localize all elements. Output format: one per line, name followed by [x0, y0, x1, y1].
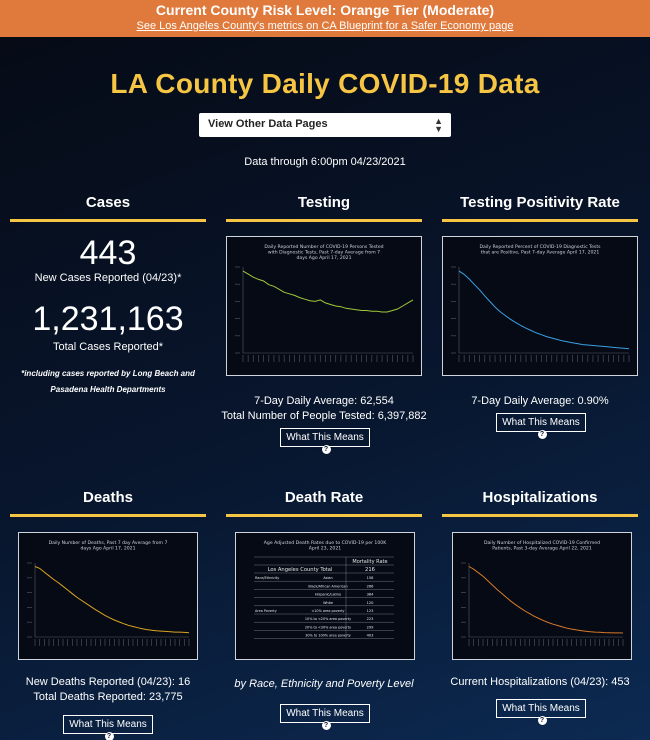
death-rate-title: Death Rate	[284, 489, 364, 506]
hospitalizations-title: Hospitalizations	[482, 489, 598, 506]
testing-chart: Daily Reported Number of COVID-19 Person…	[226, 236, 422, 376]
table-row-group: Race/Ethnicity	[255, 576, 279, 580]
total-deaths-reported: Total Deaths Reported: 23,775	[33, 691, 183, 703]
what-this-means-label: What This Means	[502, 703, 580, 714]
data-pages-select[interactable]: View Other Data Pages ▲ ▼	[199, 113, 451, 137]
death-rate-table-svg: Age Adjusted Death Rates due to COVID-19…	[254, 540, 394, 639]
table-row-label: 20% to <30% area poverty	[305, 625, 351, 629]
series-line	[242, 270, 414, 313]
positivity-divider	[442, 219, 638, 222]
what-this-means-label: What This Means	[286, 432, 364, 443]
death-rate-table-image: Age Adjusted Death Rates due to COVID-19…	[235, 532, 415, 660]
cases-footnote: *including cases reported by Long Beach …	[21, 369, 195, 394]
testing-chart-svg: Daily Reported Number of COVID-19 Person…	[235, 244, 414, 362]
positivity-chart: Daily Reported Percent of COVID-19 Diagn…	[442, 236, 638, 376]
testing-total-tested: Total Number of People Tested: 6,397,882	[221, 410, 427, 422]
death-rate-chart-title: Age Adjusted Death Rates due to COVID-19…	[264, 540, 387, 552]
cases-divider	[10, 219, 206, 222]
cases-title: Cases	[85, 194, 131, 211]
hospitalizations-what-this-means-button[interactable]: What This Means?	[496, 699, 586, 725]
table-row-value: 299	[367, 625, 375, 629]
data-through-date: Data through 6:00pm 04/23/2021	[244, 156, 406, 168]
county-total-value: 216	[365, 567, 375, 573]
table-row-value: 223	[367, 617, 374, 621]
mortality-rate-header: Mortality Rate	[352, 559, 387, 565]
table-row-label: <10% area poverty	[311, 609, 344, 613]
table-row-label: White	[323, 601, 333, 605]
deaths-chart-title: Daily Number of Deaths, Past 7 day Avera…	[49, 540, 168, 552]
table-row-group: Area Poverty	[255, 609, 277, 613]
table-row-value: 123	[367, 609, 374, 613]
hospitalizations-chart-title: Daily Number of Hospitalized COVID-19 Co…	[484, 540, 600, 552]
testing-title: Testing	[297, 194, 351, 211]
new-cases-label: New Cases Reported (04/23)*	[34, 272, 182, 284]
death-rate-what-this-means-button[interactable]: What This Means?	[280, 704, 370, 730]
death-rate-divider	[226, 514, 422, 517]
chart-axis	[458, 267, 629, 354]
positivity-title: Testing Positivity Rate	[460, 194, 620, 211]
testing-chart-title: Daily Reported Number of COVID-19 Person…	[264, 244, 383, 261]
hospitalizations-divider	[442, 514, 638, 517]
data-pages-select-value: View Other Data Pages	[208, 118, 328, 130]
table-row-value: 158	[367, 576, 375, 580]
current-hospitalizations: Current Hospitalizations (04/23): 453	[450, 676, 630, 688]
series-line	[34, 566, 190, 634]
table-row-value: 384	[367, 593, 375, 597]
deaths-title: Deaths	[82, 489, 134, 506]
table-row-label: Asian	[323, 576, 332, 580]
chart-axis	[468, 563, 623, 638]
table-row-label: 30% to 100% area poverty	[305, 634, 351, 638]
positivity-chart-title: Daily Reported Percent of COVID-19 Diagn…	[479, 244, 601, 256]
new-deaths-reported: New Deaths Reported (04/23): 16	[25, 676, 191, 688]
deaths-divider	[10, 514, 206, 517]
question-circle-icon: ?	[104, 732, 114, 740]
what-this-means-label: What This Means	[286, 708, 364, 719]
testing-divider	[226, 219, 422, 222]
deaths-chart: Daily Number of Deaths, Past 7 day Avera…	[18, 532, 198, 660]
chart-axis	[242, 267, 413, 354]
risk-level-text: Current County Risk Level: Orange Tier (…	[155, 2, 495, 18]
table-row-value: 266	[367, 584, 375, 588]
total-cases-count: 1,231,163	[32, 300, 184, 338]
what-this-means-label: What This Means	[69, 719, 147, 730]
hospitalizations-chart: Daily Number of Hospitalized COVID-19 Co…	[452, 532, 632, 660]
positivity-what-this-means-button[interactable]: What This Means?	[496, 413, 586, 439]
table-row-value: 403	[367, 634, 374, 638]
table-row-value: 120	[367, 601, 375, 605]
positivity-daily-average: 7-Day Daily Average: 0.90%	[471, 395, 609, 407]
death-rate-caption: by Race, Ethnicity and Poverty Level	[234, 678, 414, 690]
positivity-chart-svg: Daily Reported Percent of COVID-19 Diagn…	[451, 244, 630, 362]
risk-level-banner: Current County Risk Level: Orange Tier (…	[0, 0, 650, 37]
testing-daily-average: 7-Day Daily Average: 62,554	[254, 395, 394, 407]
question-circle-icon: ?	[321, 721, 331, 730]
chart-axis	[34, 563, 189, 638]
table-row-label: 10% to <20% area poverty	[305, 617, 351, 621]
series-line	[458, 270, 630, 350]
testing-what-this-means-button[interactable]: What This Means?	[280, 428, 370, 454]
question-circle-icon: ?	[537, 430, 547, 439]
deaths-chart-svg: Daily Number of Deaths, Past 7 day Avera…	[27, 540, 190, 646]
blueprint-link[interactable]: See Los Angeles County's metrics on CA B…	[136, 20, 514, 32]
question-circle-icon: ?	[537, 716, 547, 725]
table-row-label: Black/African American	[308, 584, 347, 588]
deaths-what-this-means-button[interactable]: What This Means?	[63, 715, 153, 740]
select-caret-icon: ▲ ▼	[434, 116, 443, 134]
question-circle-icon: ?	[321, 445, 331, 454]
total-cases-label: Total Cases Reported*	[52, 341, 164, 353]
what-this-means-label: What This Means	[502, 417, 580, 428]
table-row-label: Hispanic/Latino	[315, 593, 341, 597]
hospitalizations-chart-svg: Daily Number of Hospitalized COVID-19 Co…	[461, 540, 624, 646]
series-line	[468, 566, 624, 634]
page-title: LA County Daily COVID-19 Data	[110, 68, 540, 99]
new-cases-count: 443	[79, 234, 137, 272]
county-total-label: Los Angeles County Total	[268, 567, 333, 573]
